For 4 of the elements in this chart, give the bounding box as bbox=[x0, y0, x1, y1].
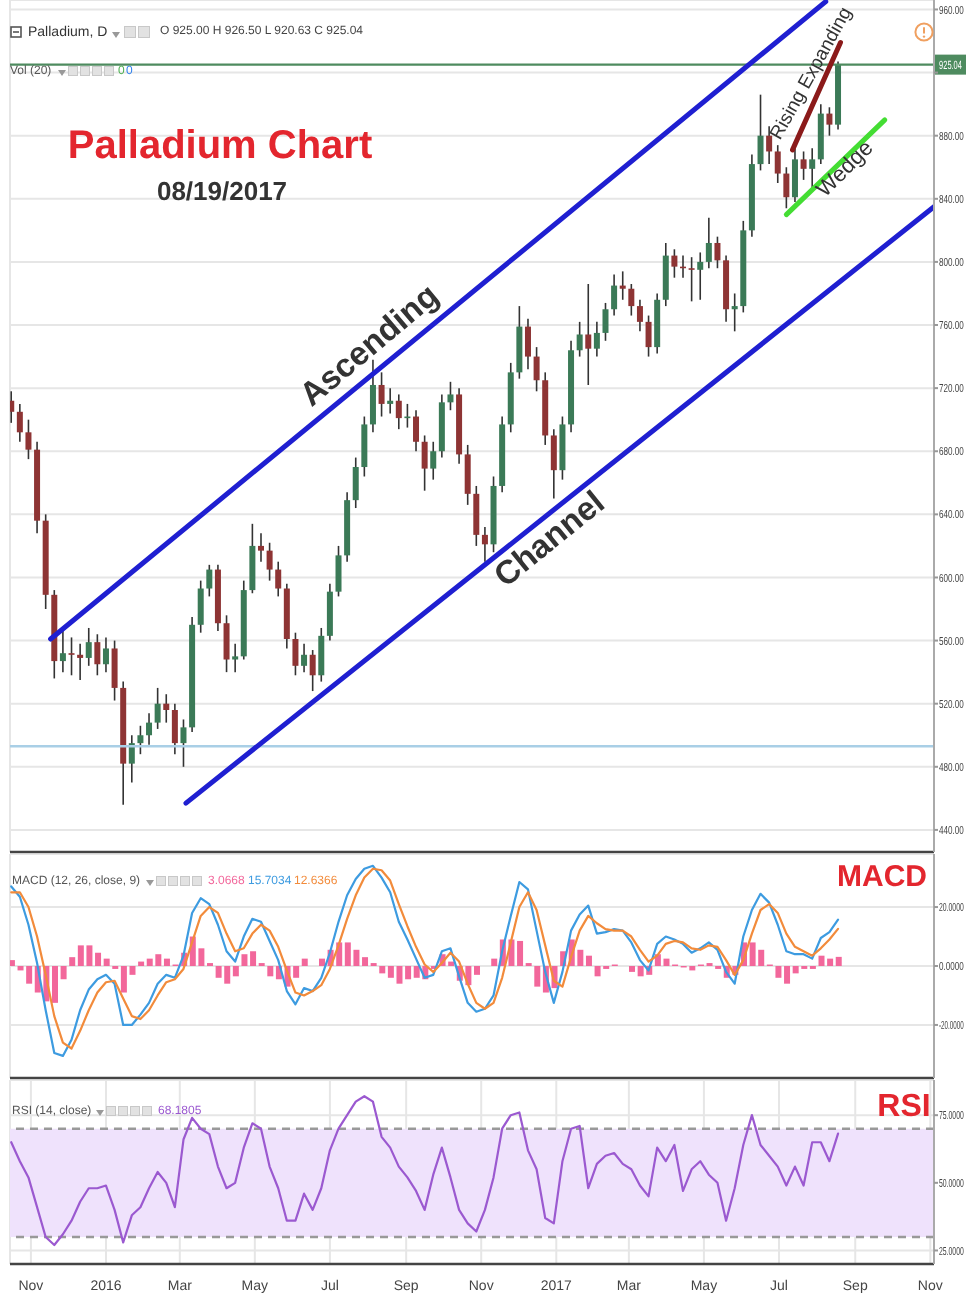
text: Palladium Chart bbox=[67, 124, 373, 168]
chart-title: MACD bbox=[837, 860, 927, 895]
text: 08/19/2017 bbox=[156, 176, 288, 207]
chart-title: RSI bbox=[877, 1090, 931, 1126]
